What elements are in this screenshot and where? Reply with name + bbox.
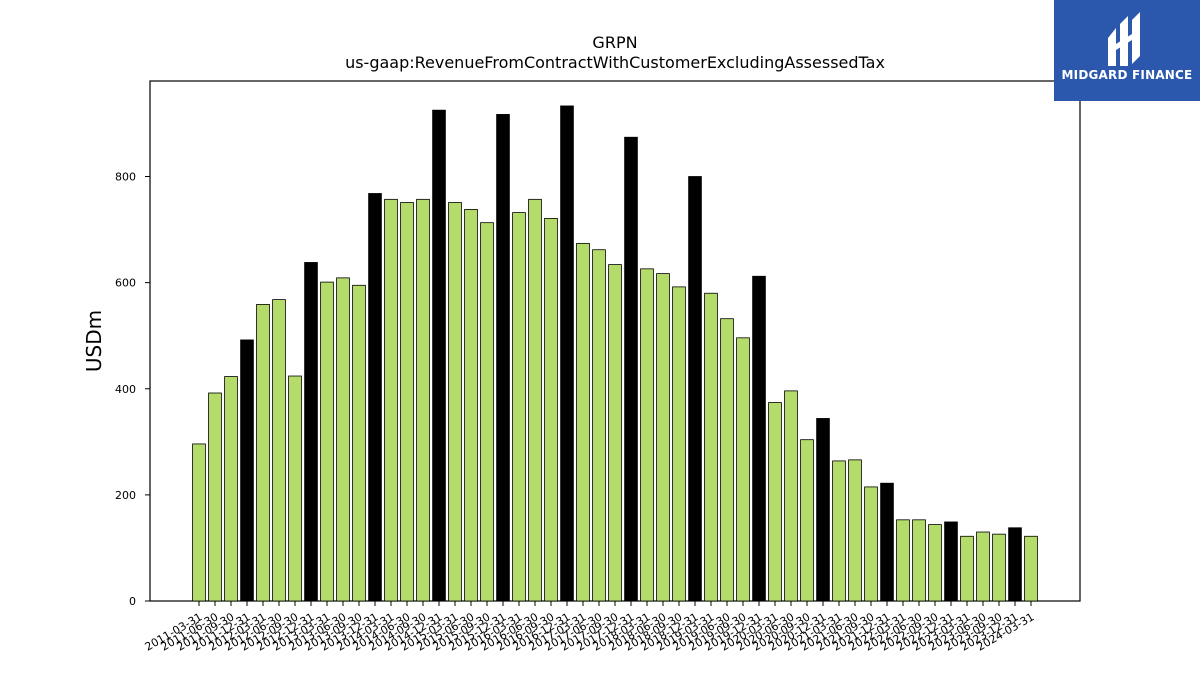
bar-2011-03-31 [192, 443, 206, 602]
bar-2016-06-30 [528, 198, 542, 602]
bar-2011-06-30 [208, 392, 222, 602]
brand-logo: MIDGARD FINANCE [1054, 0, 1200, 101]
bar-2013-03-31 [320, 281, 334, 602]
y-tick-label: 0 [129, 595, 136, 608]
bar-2014-06-30 [400, 202, 414, 602]
bar-2018-09-30 [672, 286, 686, 602]
bar-2016-03-31 [512, 212, 526, 602]
bar-2021-06-30 [848, 459, 862, 602]
bar-2019-03-31 [704, 292, 718, 602]
bar-2013-12-31 [368, 193, 382, 602]
bar-2017-12-31 [624, 136, 638, 602]
bar-2024-03-31 [1024, 535, 1038, 602]
bar-2019-06-30 [720, 318, 734, 602]
bar-2020-09-30 [800, 439, 814, 602]
y-tick-label: 600 [115, 277, 136, 290]
bar-2012-09-30 [288, 375, 302, 602]
bar-2020-03-31 [768, 402, 782, 602]
bar-2021-09-30 [864, 486, 878, 602]
bar-series [192, 105, 1038, 602]
bar-2017-09-30 [608, 264, 622, 602]
y-tick-label: 200 [115, 489, 136, 502]
bar-2023-06-30 [976, 531, 990, 602]
brand-name: MIDGARD FINANCE [1061, 68, 1193, 82]
bar-2012-06-30 [272, 299, 286, 602]
bar-2014-09-30 [416, 198, 430, 602]
bar-2015-06-30 [464, 209, 478, 602]
bar-2016-09-30 [544, 218, 558, 602]
bar-2022-03-31 [896, 519, 910, 602]
bar-2016-12-31 [560, 105, 574, 602]
bar-2013-06-30 [336, 277, 350, 602]
y-axis-label: USDm [82, 310, 106, 372]
bar-2012-12-31 [304, 262, 318, 602]
bar-2014-12-31 [432, 109, 446, 602]
bar-2023-12-31 [1008, 527, 1022, 602]
bar-2020-12-31 [816, 418, 830, 602]
bar-2022-09-30 [928, 524, 942, 602]
bar-2022-06-30 [912, 519, 926, 602]
bar-2020-06-30 [784, 390, 798, 602]
bar-2011-09-30 [224, 376, 238, 602]
bar-2018-12-31 [688, 176, 702, 602]
bar-2021-12-31 [880, 482, 894, 602]
y-axis: 0 200 400 600 800 [115, 171, 150, 608]
midgard-logo-icon [1108, 12, 1140, 66]
bar-2018-03-31 [640, 268, 654, 602]
bar-2015-12-31 [496, 114, 510, 602]
chart-title: GRPN [592, 33, 637, 52]
bar-2023-09-30 [992, 533, 1006, 602]
bar-2011-12-31 [240, 339, 254, 602]
x-axis: 2011-03-312011-06-302011-09-302011-12-31… [143, 601, 1037, 654]
bar-2019-09-30 [736, 337, 750, 602]
bar-2013-09-30 [352, 284, 366, 602]
bar-2023-03-31 [960, 535, 974, 602]
y-tick-label: 800 [115, 171, 136, 184]
bar-2017-03-31 [576, 242, 590, 602]
bar-2014-03-31 [384, 198, 398, 602]
bar-2018-06-30 [656, 273, 670, 602]
bar-2021-03-31 [832, 460, 846, 602]
bar-2015-09-30 [480, 222, 494, 602]
bar-2015-03-31 [448, 202, 462, 602]
bar-2012-03-31 [256, 303, 270, 602]
bar-2017-06-30 [592, 249, 606, 602]
bar-2022-12-31 [944, 521, 958, 602]
y-tick-label: 400 [115, 383, 136, 396]
bar-2019-12-31 [752, 275, 766, 602]
chart-subtitle: us-gaap:RevenueFromContractWithCustomerE… [345, 53, 885, 72]
